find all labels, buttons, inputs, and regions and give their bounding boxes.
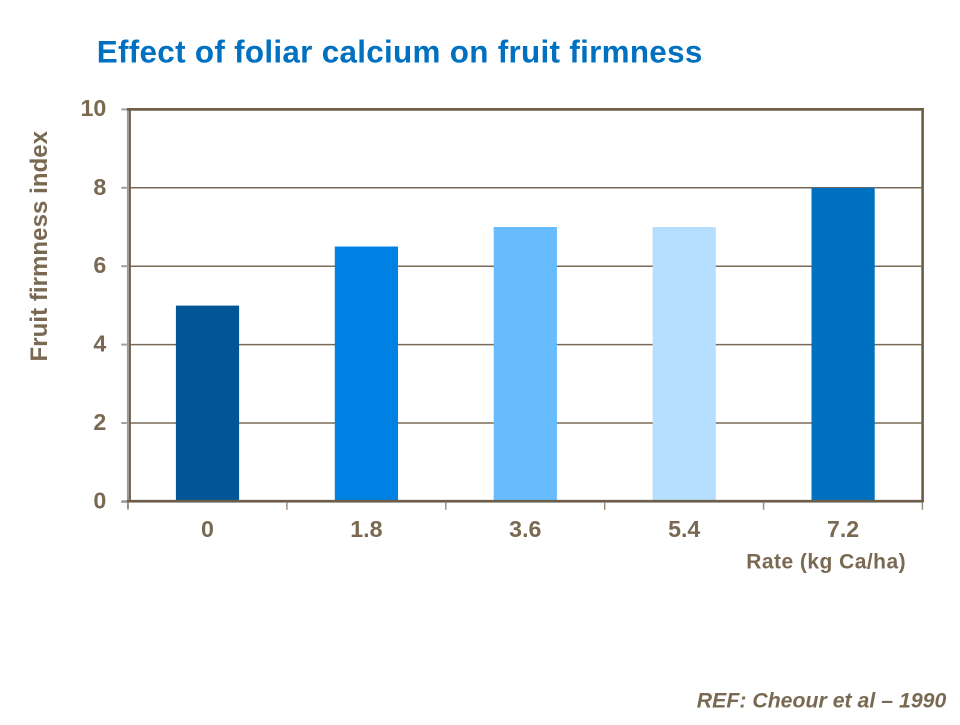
svg-text:Fruit firmness index: Fruit firmness index	[26, 130, 53, 361]
svg-text:0: 0	[201, 516, 214, 542]
svg-text:5.4: 5.4	[668, 516, 700, 542]
svg-text:REF: Cheour et al – 1990: REF: Cheour et al – 1990	[697, 690, 947, 713]
svg-text:6: 6	[93, 252, 106, 278]
svg-text:Rate (kg Ca/ha): Rate (kg Ca/ha)	[746, 551, 905, 574]
svg-text:8: 8	[93, 174, 106, 200]
svg-text:2: 2	[93, 409, 106, 435]
svg-text:7.2: 7.2	[827, 516, 859, 542]
svg-text:3.6: 3.6	[509, 516, 541, 542]
svg-text:10: 10	[81, 95, 107, 121]
svg-text:Effect of foliar calcium on fr: Effect of foliar calcium on fruit firmne…	[97, 35, 703, 70]
svg-text:1.8: 1.8	[350, 516, 382, 542]
svg-text:0: 0	[93, 487, 106, 513]
svg-text:4: 4	[93, 331, 106, 357]
